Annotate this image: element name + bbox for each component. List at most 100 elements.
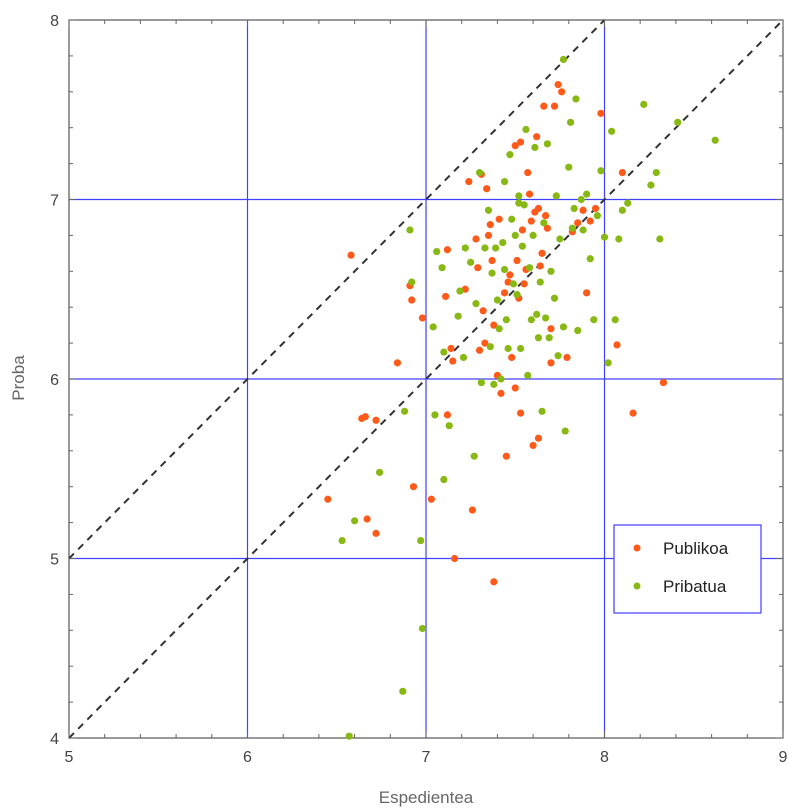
point-pribatua-57 — [538, 407, 546, 415]
point-publikoa-42 — [511, 384, 519, 392]
point-pribatua-8 — [417, 536, 425, 545]
point-publikoa-14 — [443, 246, 452, 254]
point-publikoa-60 — [538, 249, 546, 257]
point-pribatua-11 — [431, 411, 439, 419]
point-pribatua-65 — [554, 352, 562, 360]
point-pribatua-54 — [533, 310, 541, 318]
point-pribatua-79 — [597, 167, 605, 175]
point-publikoa-47 — [517, 409, 525, 417]
point-pribatua-80 — [600, 233, 609, 241]
point-publikoa-79 — [629, 409, 637, 417]
point-pribatua-19 — [459, 353, 468, 362]
point-pribatua-87 — [640, 100, 648, 108]
point-publikoa-32 — [490, 321, 498, 329]
point-publikoa-73 — [583, 289, 591, 297]
legend-marker-pribatua — [633, 582, 641, 590]
y-tick-label-4: 4 — [50, 731, 59, 748]
point-publikoa-66 — [550, 102, 559, 110]
point-pribatua-37 — [502, 316, 510, 324]
point-publikoa-65 — [547, 359, 555, 367]
point-pribatua-1 — [345, 732, 353, 740]
point-pribatua-74 — [579, 226, 587, 234]
point-publikoa-31 — [488, 256, 496, 265]
point-pribatua-51 — [527, 316, 535, 324]
point-pribatua-50 — [525, 264, 534, 272]
point-pribatua-43 — [513, 291, 521, 299]
point-pribatua-70 — [568, 224, 576, 232]
point-pribatua-61 — [545, 334, 553, 342]
y-tick-label-8: 8 — [50, 13, 59, 30]
point-publikoa-4 — [363, 515, 371, 523]
point-publikoa-35 — [495, 215, 503, 223]
point-pribatua-58 — [540, 219, 548, 227]
point-publikoa-26 — [479, 307, 487, 315]
point-publikoa-51 — [524, 168, 532, 177]
point-pribatua-69 — [565, 163, 573, 171]
point-publikoa-48 — [518, 226, 526, 234]
point-publikoa-41 — [508, 353, 516, 362]
point-publikoa-33 — [490, 578, 498, 586]
point-publikoa-5 — [372, 416, 380, 424]
point-publikoa-29 — [484, 231, 493, 239]
point-publikoa-54 — [529, 441, 537, 450]
point-pribatua-4 — [399, 687, 407, 695]
x-tick-label-5: 5 — [65, 749, 74, 766]
point-publikoa-27 — [481, 339, 489, 347]
point-publikoa-75 — [591, 204, 600, 213]
point-pribatua-52 — [529, 231, 537, 239]
point-pribatua-92 — [711, 136, 719, 144]
point-publikoa-40 — [506, 271, 514, 279]
point-pribatua-71 — [570, 204, 578, 213]
point-pribatua-15 — [440, 475, 448, 484]
point-publikoa-52 — [525, 190, 534, 198]
y-axis-label: Proba — [9, 355, 28, 401]
point-pribatua-75 — [583, 190, 591, 198]
point-publikoa-72 — [579, 206, 587, 214]
point-pribatua-86 — [624, 199, 632, 207]
point-publikoa-80 — [659, 378, 668, 387]
point-pribatua-45 — [517, 344, 525, 353]
legend-label-publikoa: Publikoa — [663, 539, 729, 558]
point-pribatua-67 — [559, 323, 568, 331]
point-pribatua-93 — [559, 55, 568, 64]
point-pribatua-84 — [615, 235, 623, 243]
point-pribatua-25 — [477, 378, 485, 387]
point-pribatua-41 — [509, 280, 518, 288]
x-tick-label-8: 8 — [600, 749, 609, 766]
point-publikoa-74 — [586, 217, 594, 225]
point-pribatua-89 — [652, 168, 660, 177]
point-publikoa-22 — [472, 235, 480, 243]
point-publikoa-0 — [347, 251, 355, 259]
point-publikoa-49 — [520, 280, 528, 288]
point-pribatua-78 — [593, 212, 601, 220]
point-publikoa-36 — [497, 389, 505, 397]
point-pribatua-73 — [577, 195, 585, 204]
point-pribatua-7 — [408, 278, 416, 286]
point-pribatua-76 — [586, 255, 594, 263]
point-pribatua-21 — [467, 258, 475, 266]
point-pribatua-33 — [495, 325, 503, 333]
point-publikoa-76 — [597, 109, 605, 117]
point-publikoa-23 — [474, 264, 482, 272]
point-pribatua-5 — [400, 407, 409, 415]
point-pribatua-10 — [429, 323, 437, 331]
point-pribatua-18 — [456, 287, 464, 295]
point-publikoa-28 — [483, 185, 491, 193]
point-pribatua-42 — [511, 231, 519, 239]
point-publikoa-53 — [527, 217, 535, 225]
point-pribatua-38 — [504, 344, 512, 353]
point-pribatua-83 — [611, 316, 619, 324]
point-pribatua-59 — [541, 314, 550, 322]
point-publikoa-18 — [450, 554, 459, 563]
point-publikoa-63 — [543, 224, 551, 232]
point-publikoa-78 — [618, 168, 626, 177]
x-tick-labels: 5 6 7 8 9 — [65, 749, 788, 766]
point-publikoa-6 — [372, 529, 380, 537]
point-pribatua-36 — [500, 177, 509, 186]
point-pribatua-22 — [470, 452, 478, 460]
point-pribatua-85 — [618, 206, 626, 214]
point-pribatua-17 — [454, 312, 462, 320]
point-pribatua-81 — [604, 359, 612, 367]
point-publikoa-62 — [541, 212, 550, 220]
